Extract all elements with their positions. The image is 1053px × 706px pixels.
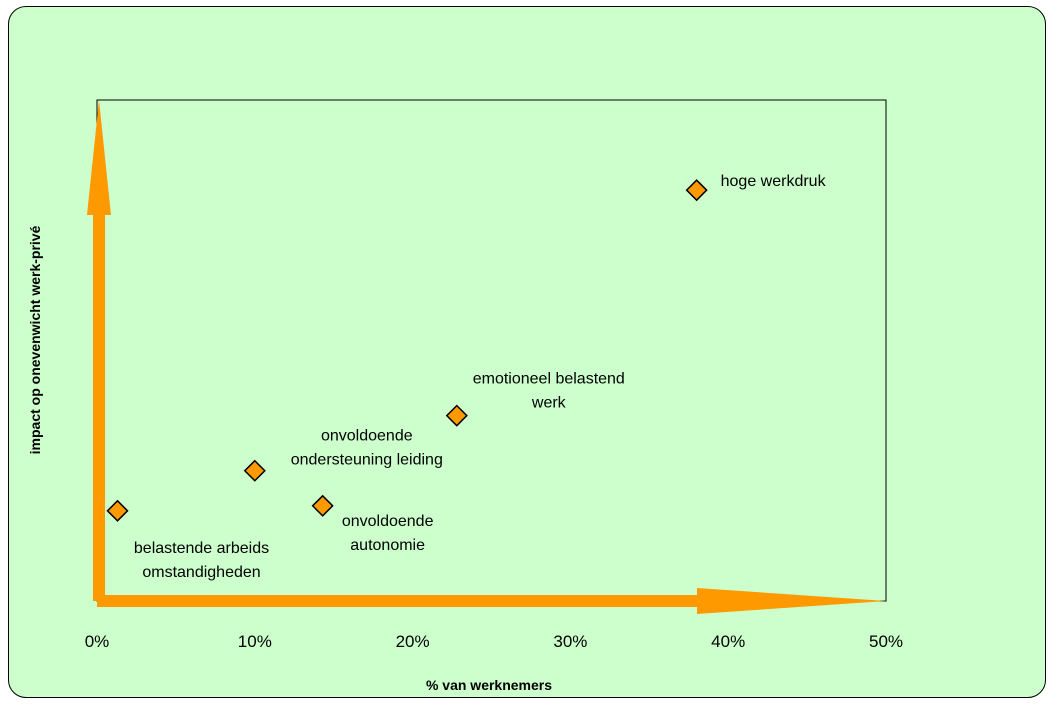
x-tick-label: 50% (869, 632, 903, 651)
data-point (106, 499, 129, 522)
data-points (106, 179, 708, 522)
x-tick-label: 40% (711, 632, 745, 651)
x-axis-title: % van werknemers (426, 677, 552, 693)
data-label: onvoldoende (321, 428, 413, 445)
data-label: onvoldoende (342, 513, 434, 530)
data-point (311, 494, 334, 517)
data-label: ondersteuning leiding (291, 452, 443, 469)
data-labels: belastende arbeids omstandigheden onvoldoe… (134, 173, 827, 581)
x-tick-labels: 0% 10% 20% 30% 40% 50% (85, 632, 903, 651)
data-label: autonomie (350, 537, 425, 554)
x-tick-label: 0% (85, 632, 110, 651)
data-label: werk (531, 395, 567, 412)
data-point (685, 179, 708, 202)
chart-background (8, 6, 1046, 698)
data-label: emotioneel belastend (473, 371, 625, 388)
y-axis-title: impact op onevenwicht werk-privé (27, 225, 43, 454)
data-point (243, 459, 266, 482)
data-label: omstandigheden (142, 564, 260, 581)
x-tick-label: 20% (396, 632, 430, 651)
data-point (445, 404, 468, 427)
x-axis-arrow (97, 588, 886, 614)
data-label: hoge werkdruk (721, 173, 827, 190)
x-tick-label: 10% (238, 632, 272, 651)
data-label: belastende arbeids (134, 540, 269, 557)
y-axis-arrow (87, 100, 111, 601)
x-tick-label: 30% (553, 632, 587, 651)
